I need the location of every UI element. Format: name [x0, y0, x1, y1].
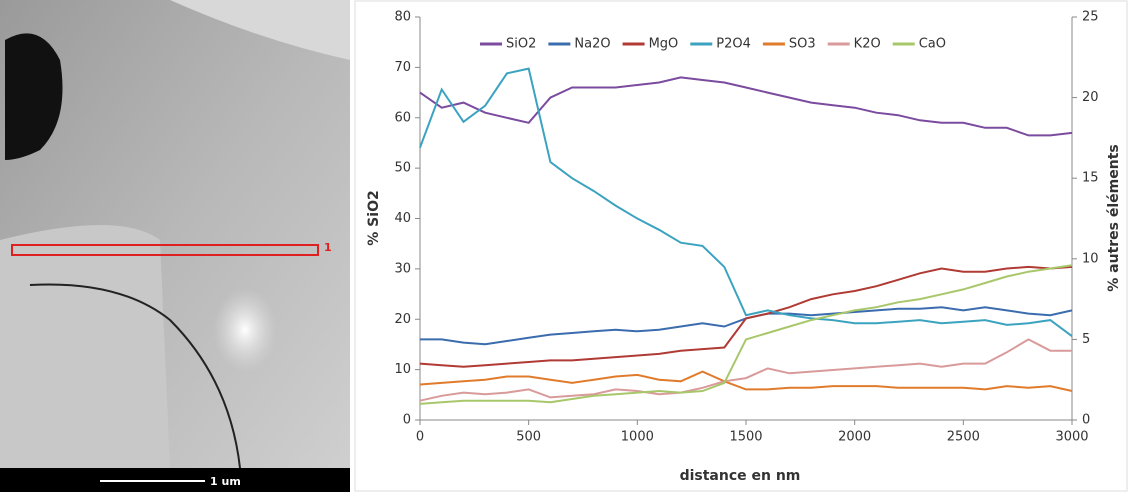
region-label: 1	[324, 241, 332, 254]
x-tick-label: 1500	[729, 430, 762, 445]
micrograph-crack	[29, 283, 241, 469]
y-tick-label: 80	[394, 10, 411, 25]
series-line	[419, 265, 1073, 368]
y2-tick-label: 25	[1082, 10, 1099, 25]
micrograph-dark-region	[5, 33, 63, 161]
x-axis-title: distance en nm	[680, 468, 801, 484]
legend-label: SO3	[789, 37, 816, 52]
legend-label: SiO2	[506, 37, 536, 52]
legend-label: MgO	[649, 37, 679, 52]
legend-label: K2O	[854, 37, 881, 52]
x-tick-label: 3000	[1055, 430, 1088, 445]
legend-label: Na2O	[574, 37, 610, 52]
y-tick-label: 40	[394, 211, 411, 226]
y2-tick-label: 5	[1082, 332, 1090, 347]
legend-label: CaO	[919, 37, 946, 52]
micrograph-region	[170, 0, 350, 60]
x-tick-label: 1000	[621, 430, 654, 445]
y-tick-label: 60	[394, 110, 411, 125]
micrograph: 1 1 um	[0, 0, 350, 492]
series-line	[419, 67, 1073, 338]
y-tick-label: 20	[394, 312, 411, 327]
profile-region	[11, 244, 319, 256]
x-tick-label: 2000	[838, 430, 871, 445]
x-tick-label: 2500	[947, 430, 980, 445]
y-tick-label: 50	[394, 161, 411, 176]
y-axis-title: % SiO2	[366, 190, 382, 245]
y2-tick-label: 0	[1082, 413, 1090, 428]
series-line	[419, 370, 1073, 392]
y-tick-label: 70	[394, 60, 411, 75]
y2-tick-label: 20	[1082, 90, 1099, 105]
y2-tick-label: 10	[1082, 251, 1099, 266]
series-line	[419, 338, 1072, 402]
y-tick-label: 30	[394, 261, 411, 276]
series-line	[419, 264, 1073, 405]
chart-frame	[354, 0, 1128, 492]
series-line	[419, 76, 1073, 137]
x-tick-label: 0	[416, 430, 424, 445]
legend-label: P2O4	[716, 37, 751, 52]
micrograph-bright-spot	[213, 288, 277, 372]
micrograph-region	[0, 225, 170, 468]
y-tick-label: 0	[403, 413, 411, 428]
y-tick-label: 10	[394, 362, 411, 377]
scale-label: 1 um	[210, 475, 241, 488]
y2-axis-title: % autres éléments	[1106, 144, 1122, 291]
x-tick-label: 500	[516, 430, 541, 445]
y2-tick-label: 15	[1082, 171, 1099, 186]
